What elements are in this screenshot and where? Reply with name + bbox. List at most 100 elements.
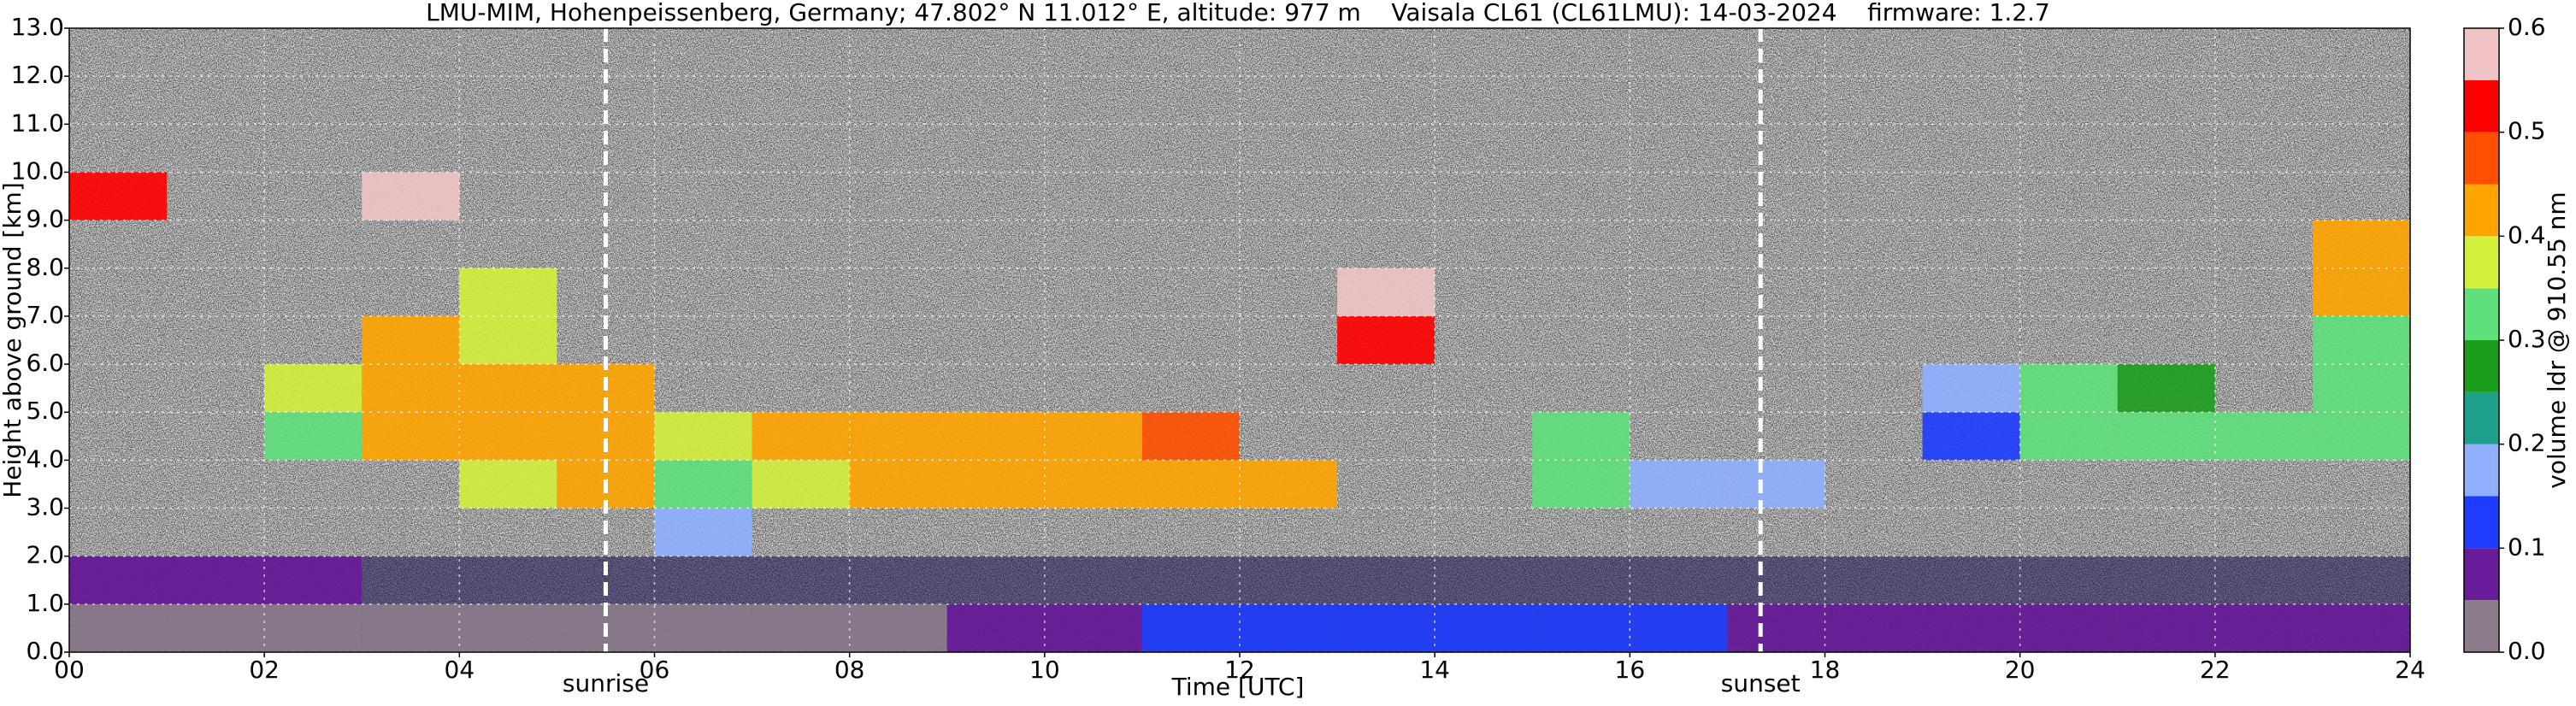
heatmap-cell — [1435, 603, 1533, 652]
heatmap-cell — [1922, 412, 2020, 461]
colorbar-segment — [2464, 79, 2499, 132]
colorbar-segment — [2464, 184, 2499, 237]
heatmap-cell — [2117, 603, 2215, 652]
y-tick-label: 10.0 — [11, 156, 64, 185]
heatmap-cell — [2312, 315, 2410, 365]
chart-title: LMU-MIM, Hohenpeissenberg, Germany; 47.8… — [426, 0, 2050, 26]
colorbar-segment — [2464, 28, 2499, 80]
heatmap-cell — [167, 603, 265, 652]
heatmap-cell — [167, 556, 265, 604]
heatmap-cell — [2117, 412, 2215, 461]
x-tick-label: 06 — [640, 656, 670, 684]
x-axis-label: Time [UTC] — [1171, 673, 1305, 701]
heatmap-cell — [849, 412, 947, 461]
heatmap-cell — [1630, 460, 1728, 509]
heatmap-cell — [2312, 603, 2410, 652]
heatmap-cell — [1727, 460, 1825, 509]
y-tick-label: 7.0 — [26, 301, 64, 329]
colorbar-tick-label: 0.3 — [2508, 325, 2546, 353]
heatmap-cell — [459, 460, 557, 509]
colorbar-segment — [2464, 496, 2499, 549]
heatmap-cell — [1337, 603, 1435, 652]
colorbar-segment — [2464, 288, 2499, 340]
heatmap-cell — [849, 603, 947, 652]
x-tick-label: 08 — [834, 656, 865, 684]
heatmap-cell — [2019, 412, 2118, 461]
heatmap-cell — [264, 603, 363, 652]
heatmap-cell — [946, 460, 1045, 509]
colorbar-tick-label: 0.5 — [2508, 117, 2546, 145]
x-tick-label: 18 — [1810, 656, 1841, 684]
heatmap-cell — [2312, 268, 2410, 316]
annotation-label: sunset — [1721, 669, 1801, 697]
colorbar-segment — [2464, 548, 2499, 601]
colorbar-tick-label: 0.6 — [2508, 13, 2546, 41]
colorbar-segment — [2464, 340, 2499, 392]
heatmap-cell — [69, 603, 168, 652]
heatmap-cell — [1141, 603, 1240, 652]
colorbar-tick-label: 0.2 — [2508, 429, 2546, 457]
heatmap-cell — [362, 412, 460, 461]
heatmap-cell — [1044, 603, 1142, 652]
heatmap-cell — [946, 412, 1045, 461]
heatmap-cell — [362, 315, 460, 365]
x-tick-label: 04 — [445, 656, 475, 684]
heatmap-cell — [2214, 412, 2313, 461]
y-tick-label: 1.0 — [26, 589, 64, 617]
heatmap-cell — [2312, 364, 2410, 413]
heatmap-cell — [264, 364, 363, 413]
heatmap-cell — [459, 412, 557, 461]
x-tick-label: 14 — [1419, 656, 1450, 684]
y-tick-label: 6.0 — [26, 349, 64, 377]
colorbar-segment — [2464, 132, 2499, 185]
heatmap-cell — [2117, 364, 2215, 413]
heatmap-cell — [459, 315, 557, 365]
annotation-label: sunrise — [563, 669, 649, 697]
colorbar-tick-label: 0.1 — [2508, 532, 2546, 561]
heatmap-cell — [1141, 460, 1240, 509]
heatmap-cell — [264, 412, 363, 461]
y-tick-label: 8.0 — [26, 253, 64, 281]
y-tick-label: 5.0 — [26, 397, 64, 425]
heatmap-cell — [459, 364, 557, 413]
x-tick-label: 16 — [1615, 656, 1646, 684]
y-tick-label: 0.0 — [26, 637, 64, 665]
heatmap-cell — [69, 172, 168, 221]
y-tick-label: 4.0 — [26, 444, 64, 473]
heatmap-cell — [1240, 603, 1338, 652]
x-tick-label: 24 — [2395, 656, 2426, 684]
heatmap-cell — [1922, 364, 2020, 413]
plot-frame — [68, 27, 2411, 653]
heatmap-cell — [2019, 603, 2118, 652]
heatmap-cell — [1727, 603, 1825, 652]
x-tick-label: 10 — [1029, 656, 1060, 684]
x-tick-label: 22 — [2200, 656, 2231, 684]
x-tick-label: 12 — [1224, 656, 1255, 684]
heatmap-cell — [1240, 460, 1338, 509]
heatmap-cell — [1922, 603, 2020, 652]
heatmap-cell — [1141, 412, 1240, 461]
y-axis-label: Height above ground [km] — [0, 182, 27, 498]
colorbar-tick-label: 0.0 — [2508, 637, 2546, 665]
colorbar-segment — [2464, 444, 2499, 497]
heatmap-cell — [459, 268, 557, 316]
heatmap-cell — [69, 556, 168, 604]
heatmap-cell — [459, 603, 557, 652]
heatmap-cell — [362, 364, 460, 413]
colorbar-segment — [2464, 236, 2499, 289]
heatmap-cell — [2312, 412, 2410, 461]
x-tick-label: 20 — [2005, 656, 2036, 684]
heatmap-cell — [946, 603, 1045, 652]
y-tick-label: 3.0 — [26, 493, 64, 521]
x-tick-label: 02 — [249, 656, 280, 684]
heatmap-cell — [752, 460, 850, 509]
heatmap-cell — [1044, 460, 1142, 509]
y-tick-label: 13.0 — [11, 13, 64, 41]
heatmap-cell — [2214, 603, 2313, 652]
y-tick-label: 2.0 — [26, 541, 64, 569]
heatmap-cell — [654, 508, 752, 556]
heatmap-cell — [264, 556, 363, 604]
colorbar-label: volume ldr @ 910.55 nm — [2543, 191, 2571, 488]
heatmap-cell — [362, 172, 460, 221]
heatmap-cell — [2312, 220, 2410, 268]
